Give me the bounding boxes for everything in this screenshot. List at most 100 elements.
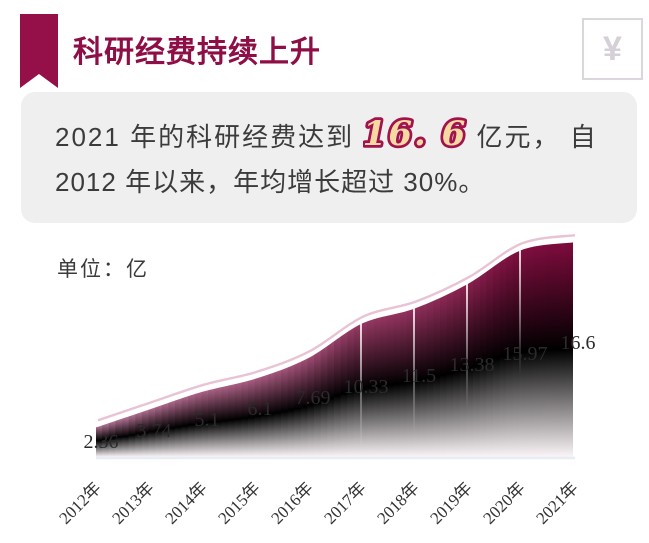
- area-strip: [453, 283, 461, 457]
- area-strip: [493, 257, 501, 457]
- area-strip: [559, 241, 567, 457]
- summary-card: 2021 年的科研经费达到 16. 6 亿元， 自 2012 年以来，年均增长超…: [21, 92, 637, 223]
- highlight-value: 16. 6: [363, 112, 467, 156]
- area-strip: [393, 308, 402, 457]
- currency-badge: ¥: [582, 18, 643, 80]
- area-strip: [565, 241, 573, 457]
- ribbon-bookmark-icon: [20, 14, 58, 88]
- area-strip: [367, 314, 375, 457]
- area-strip: [201, 385, 210, 457]
- area-strip: [406, 304, 415, 457]
- area-strip: [446, 287, 455, 457]
- area-strip: [181, 391, 190, 457]
- area-strip: [261, 370, 269, 457]
- area-strip: [188, 389, 196, 457]
- value-label: 13.38: [450, 354, 495, 376]
- area-strip: [512, 246, 521, 457]
- area-strip: [294, 357, 302, 457]
- area-strip: [161, 398, 170, 457]
- area-strip: [380, 311, 388, 457]
- area-strip: [208, 384, 216, 457]
- axis-label: 2013年: [108, 478, 157, 527]
- area-strip: [413, 301, 422, 457]
- area-strip: [347, 323, 355, 457]
- area-strip: [532, 241, 541, 457]
- value-label: 11.5: [402, 365, 436, 387]
- area-strip: [519, 244, 528, 457]
- area-strip: [115, 414, 123, 457]
- area-strip: [327, 336, 335, 457]
- page-title: 科研经费持续上升: [73, 36, 321, 69]
- area-strip: [307, 350, 316, 457]
- area-strip: [148, 403, 157, 457]
- axis-label: 2015年: [214, 478, 263, 527]
- area-strip: [214, 382, 223, 457]
- area-strip: [387, 310, 395, 457]
- curve-top-edge: [95, 240, 574, 428]
- axis-label: 2014年: [161, 478, 210, 527]
- axis-label: 2021年: [532, 478, 581, 527]
- area-chart: 2.36 3.74 5.1 6.1 7.69 10.33 11.5 13.38 15.97 16.…: [55, 234, 596, 528]
- area-strip: [96, 421, 104, 457]
- area-strip: [141, 405, 150, 457]
- area-strip: [440, 290, 448, 457]
- area-strip: [300, 354, 309, 457]
- area-strip: [526, 243, 534, 457]
- area-strip: [254, 372, 263, 457]
- area-strip: [552, 241, 561, 457]
- area-strip: [155, 400, 163, 457]
- summary-text: 2021 年的科研经费达到 16. 6 亿元， 自 2012 年以来，年均增长超…: [21, 92, 637, 205]
- value-label: 6.1: [248, 398, 273, 420]
- area-strip: [247, 374, 256, 457]
- summary-line2: 2012 年以来，年均增长超过 30%。: [55, 167, 486, 197]
- value-label: 2.36: [84, 431, 119, 453]
- area-strip: [221, 381, 229, 457]
- area-strip: [400, 306, 408, 457]
- area-strip: [287, 360, 296, 457]
- axis-label: 2019年: [426, 478, 475, 527]
- area-strip: [228, 379, 236, 457]
- area-strip: [194, 387, 203, 457]
- yen-icon: ¥: [603, 30, 622, 68]
- axis-label: 2017年: [320, 478, 369, 527]
- area-strip: [122, 412, 130, 457]
- area-strip: [486, 262, 494, 457]
- area-strip: [108, 416, 117, 457]
- summary-line1-pre: 2021 年的科研经费达到: [55, 122, 355, 152]
- area-strip: [433, 293, 441, 457]
- area-strip: [168, 396, 176, 457]
- value-label: 16.6: [561, 332, 596, 354]
- summary-line1-post: 亿元， 自: [476, 122, 598, 152]
- axis-label: 2020年: [479, 478, 528, 527]
- area-strip: [314, 345, 322, 457]
- value-label: 15.97: [503, 343, 548, 365]
- area-strip: [175, 393, 183, 457]
- area-strip: [426, 296, 435, 457]
- unit-label: 单位：亿: [57, 258, 149, 281]
- area-strip: [479, 266, 488, 457]
- area-strip: [267, 368, 276, 457]
- area-strip: [128, 410, 137, 457]
- curve-halo: [97, 234, 576, 422]
- area-strip: [135, 407, 143, 457]
- area-strip: [459, 280, 468, 457]
- area-strip: [353, 319, 362, 457]
- area-strip: [473, 271, 481, 457]
- area-strip: [274, 365, 282, 457]
- area-strip: [373, 313, 382, 457]
- area-strip: [320, 341, 329, 457]
- value-label: 7.69: [296, 387, 331, 409]
- area-strip: [466, 276, 475, 457]
- area-strip: [499, 253, 508, 457]
- area-strip: [539, 241, 547, 457]
- value-label: 5.1: [195, 409, 220, 431]
- area-strip: [281, 363, 289, 457]
- area-strip: [506, 249, 514, 457]
- area-strip: [546, 241, 554, 457]
- area-strip: [334, 331, 342, 457]
- area-strip: [102, 419, 110, 457]
- svg-text:16. 6: 16. 6: [363, 114, 467, 154]
- area-strip: [234, 378, 243, 457]
- axis-label: 2012年: [55, 478, 104, 527]
